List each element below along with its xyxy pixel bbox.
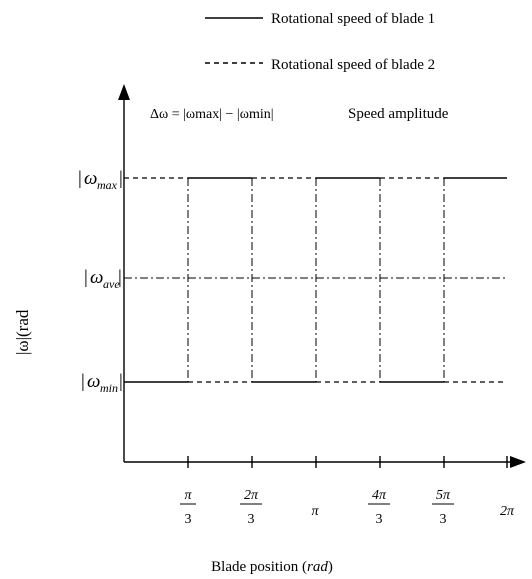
x-tick-label-2pi: 2π [500, 504, 515, 519]
x-tick-label-4pi-3: 4π 3 [368, 488, 390, 527]
x-tick-label-pi: π [311, 504, 319, 519]
x-tick-label-5pi-3: 5π 3 [432, 488, 454, 527]
amplitude-formula: Δω = |ωmax| − |ωmin| [150, 107, 274, 122]
y-level-max: | ω max | [78, 168, 123, 192]
svg-text:|: | [81, 371, 85, 392]
svg-text:|: | [118, 267, 122, 288]
axes [118, 84, 526, 468]
x-tick-marks [187, 456, 508, 468]
svg-text:ω: ω [90, 267, 103, 288]
x-tick-labels: π 3 2π 3 π 4π 3 5π 3 2π [180, 488, 515, 527]
svg-text:min: min [100, 381, 118, 395]
svg-text:π: π [184, 488, 192, 503]
legend: Rotational speed of blade 1 Rotational s… [205, 11, 435, 73]
svg-text:3: 3 [376, 512, 383, 527]
svg-text:5π: 5π [436, 488, 451, 503]
svg-text:|: | [78, 168, 82, 189]
svg-text:2π: 2π [244, 488, 259, 503]
blade-1-waveform [124, 177, 507, 383]
svg-text:max: max [97, 178, 118, 192]
blade-2-waveform [124, 177, 507, 383]
svg-text:|: | [84, 267, 88, 288]
y-axis-title: |ω|(rad [13, 309, 32, 355]
svg-text:ave: ave [103, 277, 120, 291]
amplitude-description: Speed amplitude [348, 106, 449, 122]
x-axis-arrow [510, 456, 526, 468]
svg-text:ω: ω [84, 168, 97, 189]
guide-lines [124, 178, 507, 382]
x-tick-label-pi-3: π 3 [180, 488, 196, 527]
legend-solid-label: Rotational speed of blade 1 [271, 11, 435, 27]
x-tick-label-2pi-3: 2π 3 [240, 488, 262, 527]
y-axis-arrow [118, 84, 130, 100]
svg-text:3: 3 [248, 512, 255, 527]
y-level-ave: | ω ave | [84, 267, 122, 291]
x-axis-title: Blade position (rad) [211, 559, 333, 575]
svg-text:3: 3 [185, 512, 192, 527]
svg-text:4π: 4π [372, 488, 387, 503]
y-level-labels: | ω max | | ω ave | | ω min | [78, 168, 123, 395]
y-level-min: | ω min | [81, 371, 123, 395]
svg-text:ω: ω [87, 371, 100, 392]
svg-text:|: | [119, 371, 123, 392]
legend-dashed-label: Rotational speed of blade 2 [271, 57, 435, 73]
svg-text:3: 3 [440, 512, 447, 527]
svg-text:|: | [119, 168, 123, 189]
